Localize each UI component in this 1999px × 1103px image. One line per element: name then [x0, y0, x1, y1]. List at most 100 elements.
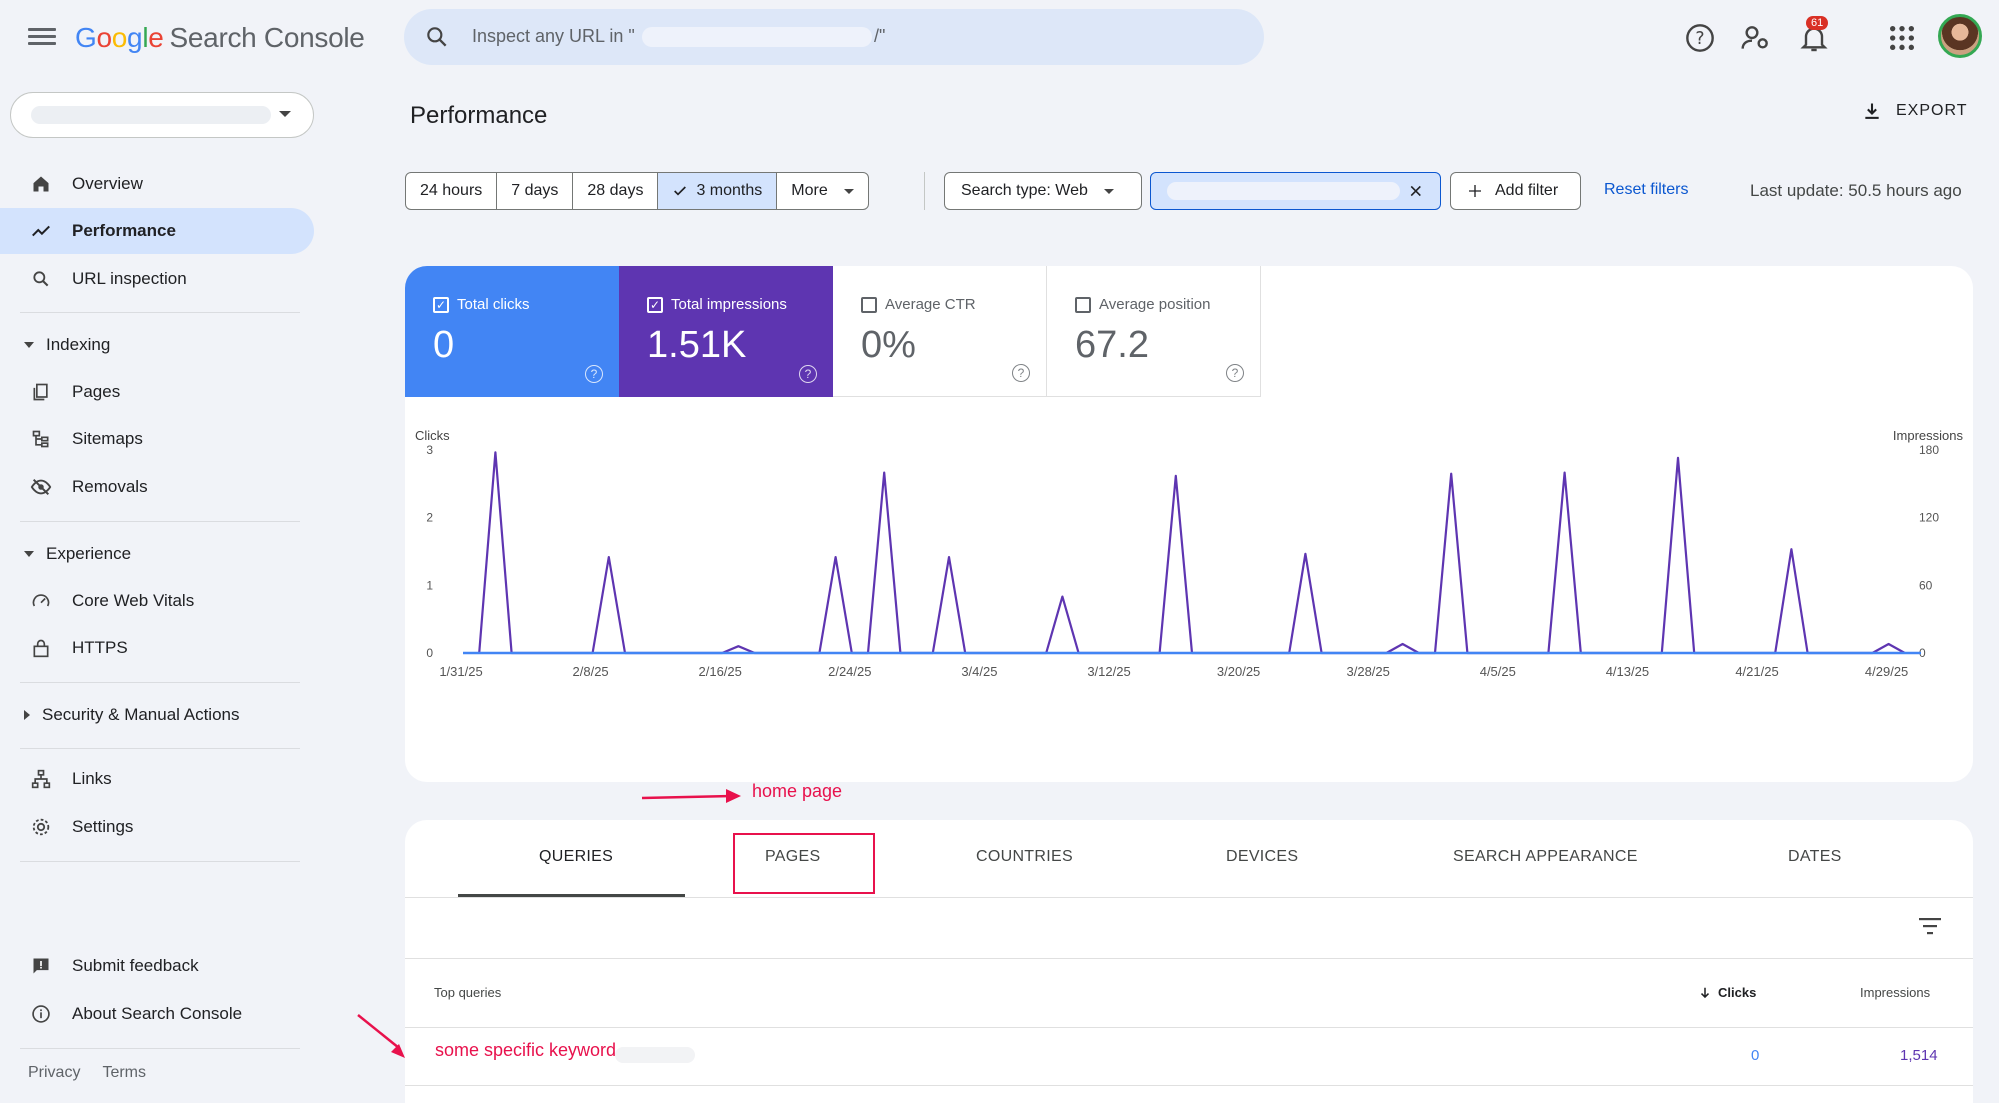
- sidebar-item-about[interactable]: About Search Console: [0, 991, 314, 1037]
- privacy-link[interactable]: Privacy: [28, 1064, 81, 1081]
- help-icon[interactable]: ?: [799, 365, 817, 383]
- redacted-filter-value: [1167, 182, 1401, 200]
- metric-total-impressions[interactable]: ✓ Total impressions 1.51K ?: [619, 266, 833, 397]
- date-range-selector: 24 hours 7 days 28 days 3 months More: [405, 172, 869, 210]
- url-inspect-search-input[interactable]: Inspect any URL in " /": [404, 9, 1264, 65]
- search-placeholder: Inspect any URL in ": [472, 26, 635, 46]
- app-logo[interactable]: Google Search Console: [75, 22, 365, 54]
- help-icon[interactable]: ?: [1226, 364, 1244, 382]
- row-divider: [405, 1085, 1973, 1086]
- metric-label: Total impressions: [671, 296, 787, 313]
- section-label: Experience: [46, 544, 132, 563]
- annotation-highlight-box: [733, 833, 875, 894]
- y-tick-label-left: 0: [426, 646, 433, 660]
- footer-links: Privacy Terms: [28, 1064, 168, 1082]
- y-tick-label-left: 2: [426, 511, 433, 525]
- sidebar-item-label: Overview: [72, 174, 143, 193]
- property-selector[interactable]: [10, 92, 314, 138]
- sidebar-item-links[interactable]: Links: [0, 756, 314, 802]
- redacted-query-suffix: [615, 1047, 695, 1063]
- y-tick-label-left: 1: [426, 578, 433, 592]
- redacted-property-url: [642, 27, 872, 47]
- series-line-impressions: [478, 451, 1906, 655]
- sidebar-item-performance[interactable]: Performance: [0, 208, 314, 254]
- range-3-months[interactable]: 3 months: [658, 173, 778, 209]
- range-28-days[interactable]: 28 days: [573, 173, 659, 209]
- feedback-icon: [30, 955, 52, 977]
- sidebar-item-core-web-vitals[interactable]: Core Web Vitals: [0, 578, 314, 624]
- account-avatar[interactable]: [1938, 14, 1982, 58]
- sidebar-section-experience[interactable]: Experience: [24, 544, 131, 564]
- tab-dates[interactable]: DATES: [1788, 848, 1842, 865]
- menu-icon[interactable]: [28, 24, 56, 52]
- sidebar-item-label: About Search Console: [72, 1004, 243, 1023]
- column-header-clicks[interactable]: Clicks: [1698, 985, 1756, 1000]
- sidebar-section-indexing[interactable]: Indexing: [24, 335, 110, 355]
- range-more-dropdown[interactable]: More: [777, 173, 867, 209]
- metric-label: Average position: [1099, 296, 1211, 313]
- metric-total-clicks[interactable]: ✓ Total clicks 0 ?: [405, 266, 619, 397]
- metric-average-position[interactable]: Average position 67.2 ?: [1047, 266, 1261, 397]
- active-tab-indicator: [458, 894, 685, 897]
- sidebar-item-settings[interactable]: Settings: [0, 804, 314, 850]
- checkbox-unchecked-icon[interactable]: [861, 296, 877, 313]
- checkbox-unchecked-icon[interactable]: [1075, 296, 1091, 313]
- sidebar-item-submit-feedback[interactable]: Submit feedback: [0, 943, 314, 989]
- dropdown-arrow-icon: [843, 188, 854, 194]
- help-icon[interactable]: ?: [585, 365, 603, 383]
- sidebar-item-overview[interactable]: Overview: [0, 161, 314, 207]
- y-axis-title-right: Impressions: [1893, 428, 1964, 443]
- help-icon[interactable]: ?: [1012, 364, 1030, 382]
- tab-search-appearance[interactable]: SEARCH APPEARANCE: [1453, 848, 1638, 865]
- sidebar-item-label: Performance: [72, 221, 176, 240]
- page-title: Performance: [410, 102, 548, 129]
- check-icon: [674, 186, 687, 196]
- sidebar-item-pages[interactable]: Pages: [0, 369, 314, 415]
- annotation-arrow-diagonal: [357, 1014, 405, 1058]
- export-label: EXPORT: [1896, 102, 1968, 119]
- range-label: 3 months: [696, 182, 763, 199]
- tab-countries[interactable]: COUNTRIES: [976, 848, 1073, 865]
- manage-users-icon[interactable]: [1740, 22, 1772, 54]
- search-icon: [30, 268, 52, 290]
- sidebar-item-label: Pages: [72, 382, 121, 401]
- info-icon: [30, 1003, 52, 1025]
- filter-list-icon[interactable]: [1918, 916, 1942, 936]
- tab-devices[interactable]: DEVICES: [1226, 848, 1299, 865]
- dimension-table-card: QUERIES PAGES COUNTRIES DEVICES SEARCH A…: [405, 820, 1973, 1103]
- sidebar-item-sitemaps[interactable]: Sitemaps: [0, 416, 314, 462]
- apps-grid-icon[interactable]: [1886, 22, 1918, 54]
- add-filter-button[interactable]: Add filter: [1450, 172, 1581, 210]
- search-type-filter[interactable]: Search type: Web: [944, 172, 1142, 210]
- metric-average-ctr[interactable]: Average CTR 0% ?: [833, 266, 1047, 397]
- query-cell[interactable]: some specific keyword: [435, 1040, 617, 1060]
- range-7-days[interactable]: 7 days: [497, 173, 574, 209]
- close-icon[interactable]: [1408, 183, 1424, 199]
- google-logo: Google: [75, 22, 164, 53]
- export-button[interactable]: EXPORT: [1862, 100, 1968, 122]
- tab-pages[interactable]: PAGES: [765, 848, 821, 865]
- tab-queries[interactable]: QUERIES: [539, 848, 614, 865]
- active-page-filter-chip[interactable]: [1150, 172, 1441, 210]
- terms-link[interactable]: Terms: [102, 1064, 147, 1081]
- help-icon[interactable]: ?: [1684, 22, 1716, 54]
- checkbox-checked-icon[interactable]: ✓: [647, 296, 663, 313]
- range-24-hours[interactable]: 24 hours: [406, 173, 498, 209]
- reset-filters-link[interactable]: Reset filters: [1604, 181, 1689, 198]
- expand-more-icon: [24, 710, 30, 720]
- section-label: Security & Manual Actions: [42, 705, 240, 724]
- sidebar-item-removals[interactable]: Removals: [0, 464, 314, 510]
- sidebar-item-https[interactable]: HTTPS: [0, 625, 314, 671]
- sidebar-item-url-inspection[interactable]: URL inspection: [0, 256, 314, 302]
- sidebar-section-security[interactable]: Security & Manual Actions: [24, 705, 239, 725]
- x-tick-label: 1/31/25: [439, 664, 482, 679]
- checkbox-checked-icon[interactable]: ✓: [433, 296, 449, 313]
- metric-value: 1.51K: [647, 324, 747, 366]
- filter-divider: [924, 172, 925, 210]
- sidebar-divider: [20, 861, 300, 862]
- pages-icon: [30, 381, 52, 403]
- x-tick-label: 3/20/25: [1217, 664, 1260, 679]
- y-tick-label-right: 120: [1919, 511, 1939, 525]
- column-header-impressions[interactable]: Impressions: [1860, 985, 1931, 1000]
- column-header-top-queries: Top queries: [434, 985, 502, 1000]
